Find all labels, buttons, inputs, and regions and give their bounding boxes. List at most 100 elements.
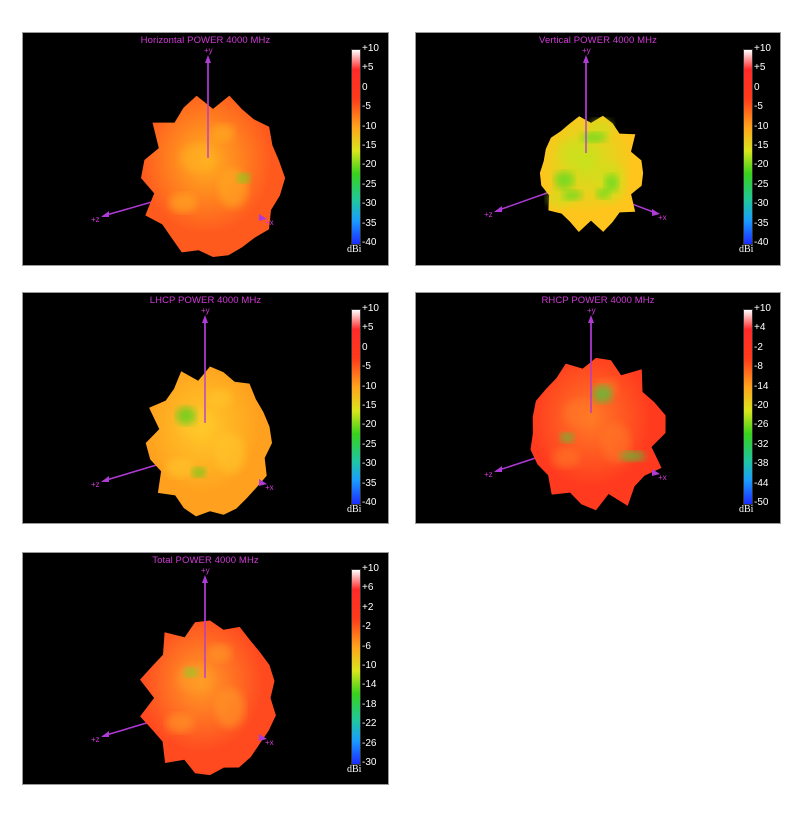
color-scale-tick-label: -20 <box>362 419 377 431</box>
color-scale-tick-label: -20 <box>754 159 769 171</box>
color-scale-unit: dBi <box>347 764 362 775</box>
axis-label-y: +y <box>587 306 596 315</box>
surface-patch <box>208 644 232 662</box>
color-scale-tick-label: -22 <box>362 718 377 730</box>
axis-label-y: +y <box>582 46 591 55</box>
surface-patch <box>180 144 216 172</box>
color-scale-unit: dBi <box>739 504 754 515</box>
color-scale-tick-label: -50 <box>754 497 769 508</box>
plot-panel-lhcp: LHCP POWER 4000 MHz +y +z +x +10 +5 0 -5 -10 -15 -… <box>22 292 389 524</box>
color-scale-tick-label: +10 <box>754 303 771 314</box>
axis-label-z: +z <box>484 470 493 479</box>
z-axis-arrow <box>101 476 109 482</box>
color-scale-tick-label: -18 <box>362 698 377 710</box>
color-scale-tick-label: +10 <box>362 43 379 54</box>
color-scale-tick-label: +4 <box>754 322 766 334</box>
color-scale-tick-label: -14 <box>362 679 377 691</box>
color-scale-tick-label: +5 <box>362 62 374 74</box>
y-axis-arrow <box>583 55 589 63</box>
color-scale-tick-label: -25 <box>362 178 377 190</box>
axis-label-z: +z <box>91 215 100 224</box>
z-axis-arrow <box>101 731 109 737</box>
plot-panel-horizontal: Horizontal POWER 4000 MHz +y +z +x +10 +5 0 -5 -… <box>22 32 389 266</box>
color-scale-unit: dBi <box>347 504 362 515</box>
color-scale-tick-label: -32 <box>754 438 769 450</box>
surface-patch <box>169 193 197 213</box>
surface-low-gain-patch <box>562 190 583 201</box>
surface-low-gain-patch <box>619 451 646 462</box>
x-axis-arrow <box>259 214 267 221</box>
z-axis-arrow <box>101 211 109 217</box>
x-axis-arrow <box>652 209 660 216</box>
color-scale-tick-label: -26 <box>754 419 769 431</box>
y-axis-arrow <box>202 315 208 323</box>
surface-low-gain-patch <box>191 467 206 478</box>
surface-low-gain-patch <box>596 188 611 199</box>
color-scale-tick-label: +5 <box>362 322 374 334</box>
color-scale-tick-label: -20 <box>754 400 769 411</box>
z-axis-arrow <box>494 206 502 212</box>
surface-patch <box>552 448 580 468</box>
color-scale-tick-label: -10 <box>754 120 769 132</box>
color-scale-tick-label: -5 <box>362 101 371 113</box>
color-scale-tick-label: -15 <box>362 140 377 151</box>
radiation-pattern-3d <box>494 315 666 511</box>
color-scale-tick-label: -2 <box>754 341 763 353</box>
color-scale-tick-label: -35 <box>362 477 377 489</box>
color-scale-tick-label: +5 <box>754 62 766 74</box>
surface-low-gain-patch <box>554 171 575 190</box>
color-scale-tick-label: -8 <box>754 361 763 373</box>
axis-label-y: +y <box>201 306 210 315</box>
color-scale-tick-label: -25 <box>754 178 769 190</box>
color-scale-bar <box>351 49 361 245</box>
surface-patch <box>215 433 245 473</box>
color-scale-bar <box>351 569 361 765</box>
color-scale-tick-label: +10 <box>754 43 771 54</box>
surface-low-gain-patch <box>176 406 197 425</box>
y-axis-arrow <box>205 55 211 63</box>
color-scale-tick-label: -10 <box>362 120 377 132</box>
pattern-surface <box>145 366 272 517</box>
color-scale-tick-label: -38 <box>754 458 769 470</box>
radiation-pattern-3d <box>101 55 286 257</box>
color-scale-tick-label: 0 <box>362 81 368 93</box>
color-scale-tick-label: -15 <box>362 400 377 411</box>
y-axis-arrow <box>202 575 208 583</box>
color-scale-tick-label: +6 <box>362 582 374 594</box>
axis-label-x: +x <box>265 738 274 747</box>
axis-label-z: +z <box>91 735 100 744</box>
color-scale-tick-label: -30 <box>754 198 769 210</box>
color-scale-unit: dBi <box>347 244 362 255</box>
color-scale-bar <box>351 309 361 505</box>
plot-title: Vertical POWER 4000 MHz <box>539 35 657 46</box>
color-scale-bar <box>743 309 753 505</box>
surface-low-gain-patch <box>604 174 619 193</box>
plot-title: RHCP POWER 4000 MHz <box>541 295 655 306</box>
color-scale-tick-label: -30 <box>362 458 377 470</box>
color-scale-tick-label: -35 <box>754 217 769 229</box>
color-scale-tick-label: -35 <box>362 217 377 229</box>
surface-patch <box>208 389 232 407</box>
color-scale-tick-label: 0 <box>754 81 760 93</box>
radiation-pattern-3d <box>101 315 272 517</box>
x-axis-arrow <box>259 479 267 486</box>
color-scale-tick-label: -5 <box>362 361 371 373</box>
color-scale-tick-label: -30 <box>362 198 377 210</box>
color-scale-tick-label: -40 <box>362 497 377 508</box>
color-scale-tick-label: -40 <box>754 237 769 248</box>
pattern-surface <box>530 357 666 511</box>
color-scale-tick-label: -10 <box>362 380 377 392</box>
axis-label-z: +z <box>484 210 493 219</box>
z-axis-arrow <box>494 466 502 472</box>
axis-label-x: +x <box>265 483 274 492</box>
color-scale-tick-label: +2 <box>362 601 374 613</box>
radiation-pattern-3d <box>494 55 660 232</box>
x-axis-arrow <box>652 469 660 476</box>
x-axis-arrow <box>259 734 267 741</box>
surface-patch <box>166 458 194 478</box>
surface-patch <box>177 664 213 692</box>
axis-label-x: +x <box>265 218 274 227</box>
axis-label-z: +z <box>91 480 100 489</box>
surface-patch <box>215 688 245 728</box>
color-scale-tick-label: -30 <box>362 757 377 768</box>
